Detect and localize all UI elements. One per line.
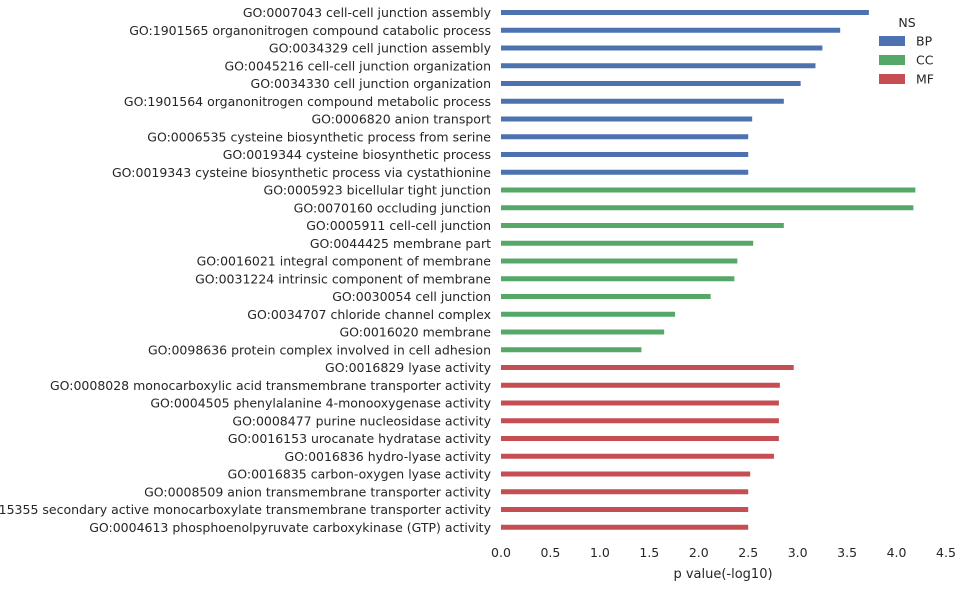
category-label: GO:0016836 hydro-lyase activity bbox=[285, 449, 492, 464]
category-label: GO:0016153 urocanate hydratase activity bbox=[228, 431, 492, 446]
bar-bp bbox=[501, 169, 749, 175]
x-tick-label: 4.5 bbox=[936, 545, 956, 560]
bar-cc bbox=[501, 223, 784, 228]
x-tick-label: 1.0 bbox=[590, 545, 610, 560]
bars-layer bbox=[501, 10, 916, 530]
category-label: GO:0008509 anion transmembrane transport… bbox=[144, 484, 491, 499]
category-label: GO:0031224 intrinsic component of membra… bbox=[195, 271, 491, 286]
bar-cc bbox=[501, 240, 754, 246]
x-tick-label: 0.5 bbox=[540, 545, 560, 560]
category-label: GO:1901564 organonitrogen compound metab… bbox=[124, 94, 491, 109]
category-label: GO:1901565 organonitrogen compound catab… bbox=[129, 23, 491, 38]
x-tick-label: 3.0 bbox=[788, 545, 808, 560]
bar-mf bbox=[501, 471, 751, 477]
bar-bp bbox=[501, 81, 801, 86]
x-tick-label: 1.5 bbox=[639, 545, 659, 560]
bar-bp bbox=[501, 116, 753, 122]
legend-label-mf: MF bbox=[916, 72, 934, 87]
category-label: GO:0008477 purine nucleosidase activity bbox=[232, 413, 491, 428]
bar-mf bbox=[501, 418, 779, 424]
legend-swatch-mf bbox=[879, 74, 905, 84]
category-label: GO:0006535 cysteine biosynthetic process… bbox=[147, 129, 491, 144]
x-tick-label: 2.5 bbox=[738, 545, 758, 560]
bar-bp bbox=[501, 152, 749, 157]
bar-cc bbox=[501, 276, 735, 282]
category-label: GO:0016021 integral component of membran… bbox=[197, 254, 492, 269]
x-tick-label: 3.5 bbox=[837, 545, 857, 560]
category-labels: GO:0007043 cell-cell junction assembly GO… bbox=[0, 5, 492, 535]
x-axis-title: p value(-log10) bbox=[673, 567, 772, 582]
category-label: GO:0004613 phosphoenolpyruvate carboxyki… bbox=[89, 520, 491, 535]
legend-label-cc: CC bbox=[916, 53, 934, 68]
category-label: GO:0005923 bicellular tight junction bbox=[264, 183, 491, 198]
legend-label-bp: BP bbox=[916, 34, 933, 49]
bar-cc bbox=[501, 329, 665, 335]
bar-mf bbox=[501, 436, 779, 441]
category-label: GO:0044425 membrane part bbox=[310, 236, 491, 251]
category-label: GO:0016835 carbon-oxygen lyase activity bbox=[228, 467, 492, 482]
bar-bp bbox=[501, 45, 823, 51]
bar-bp bbox=[501, 10, 869, 15]
legend-title: NS bbox=[898, 15, 915, 30]
bar-bp bbox=[501, 98, 784, 104]
category-label: GO:0034329 cell junction assembly bbox=[269, 41, 492, 56]
category-label: GO:0034330 cell junction organization bbox=[251, 76, 491, 91]
category-label: GO:0019343 cysteine biosynthetic process… bbox=[112, 165, 491, 180]
category-label: GO:0015355 secondary active monocarboxyl… bbox=[0, 502, 492, 517]
bar-bp bbox=[501, 134, 749, 140]
bar-cc bbox=[501, 294, 711, 299]
category-label: GO:0030054 cell junction bbox=[332, 289, 491, 304]
bar-cc bbox=[501, 258, 738, 264]
category-label: GO:0019344 cysteine biosynthetic process bbox=[223, 147, 491, 162]
bar-bp bbox=[501, 63, 816, 69]
bar-mf bbox=[501, 524, 749, 530]
category-label: GO:0005911 cell-cell junction bbox=[306, 218, 491, 233]
category-label: GO:0008028 monocarboxylic acid transmemb… bbox=[50, 378, 492, 393]
category-label: GO:0045216 cell-cell junction organizati… bbox=[225, 58, 492, 73]
bar-cc bbox=[501, 311, 676, 317]
category-label: GO:0006820 anion transport bbox=[311, 112, 491, 127]
bar-mf bbox=[501, 365, 794, 370]
category-label: GO:0007043 cell-cell junction assembly bbox=[243, 5, 492, 20]
bar-mf bbox=[501, 507, 749, 512]
x-tick-label: 4.0 bbox=[887, 545, 907, 560]
category-label: GO:0034707 chloride channel complex bbox=[247, 307, 491, 322]
bar-mf bbox=[501, 453, 774, 459]
bar-cc bbox=[501, 347, 642, 353]
category-label: GO:0070160 occluding junction bbox=[294, 200, 491, 215]
bar-cc bbox=[501, 187, 916, 193]
x-tick-label: 0.0 bbox=[491, 545, 511, 560]
bar-mf bbox=[501, 400, 779, 406]
bar-cc bbox=[501, 205, 914, 211]
legend-swatch-bp bbox=[879, 36, 905, 46]
bar-mf bbox=[501, 382, 780, 388]
x-axis-ticks: 0.0 0.5 1.0 1.5 2.0 2.5 3.0 3.5 4.0 4.5 bbox=[491, 545, 956, 560]
bar-mf bbox=[501, 489, 749, 495]
legend-swatch-cc bbox=[879, 55, 905, 65]
x-tick-label: 2.0 bbox=[689, 545, 709, 560]
bar-bp bbox=[501, 27, 841, 33]
category-label: GO:0016020 membrane bbox=[339, 325, 491, 340]
category-label: GO:0004505 phenylalanine 4-monooxygenase… bbox=[150, 396, 491, 411]
category-label: GO:0098636 protein complex involved in c… bbox=[148, 342, 491, 357]
category-label: GO:0016829 lyase activity bbox=[325, 360, 492, 375]
